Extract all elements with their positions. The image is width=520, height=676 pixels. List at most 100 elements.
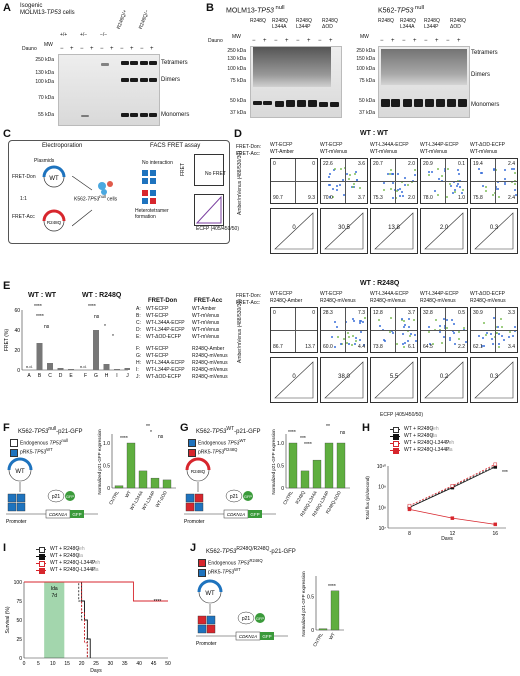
treat-sign: + <box>391 38 395 44</box>
facs-dot <box>495 326 497 328</box>
facs-dot <box>454 191 456 193</box>
facs-dot <box>415 340 417 342</box>
gate-line-h <box>371 181 417 182</box>
facs-dot <box>403 326 405 328</box>
significance-label: ns <box>44 324 50 330</box>
x-axis-label: Days <box>90 668 102 674</box>
genotype-label: +/− <box>80 32 87 38</box>
fret-percent: 38.0 <box>321 374 367 380</box>
bar <box>68 369 74 370</box>
panel-a-title: Isogenic MOLM13-TP53 cells <box>20 3 75 17</box>
fret-percent: 0.3 <box>471 374 517 380</box>
quadrant-value: 7.3 <box>358 310 365 316</box>
facs-dot <box>348 178 350 180</box>
legend-label: WT + R248Q-L344P <box>50 560 95 566</box>
western-blot-b-right <box>378 46 470 118</box>
genotype-label: +/+ <box>60 32 67 38</box>
x-tick-label: 40 <box>136 661 142 667</box>
facs-don-label: WT-ECFP <box>270 142 320 148</box>
facs-dot <box>352 335 354 337</box>
facs-dot <box>404 342 406 344</box>
bar <box>115 486 123 488</box>
bar <box>58 368 64 370</box>
significance-label: ns <box>158 434 164 440</box>
fret-bar-chart: 0204060FRET (%)A B C D E F G H I Jn.d. n.d.*******… <box>4 300 130 380</box>
panel-b-right-title: K562-TP53 null <box>378 4 424 15</box>
significance-label: * <box>150 430 152 436</box>
facs-scatter-plot: 22.6 3.6 70.0 3.7 <box>320 158 368 204</box>
legend-acc: WT-mVenus <box>192 327 219 333</box>
facs-dot <box>401 318 403 320</box>
ida-days: 7d <box>51 593 57 599</box>
legend-acc: R248Q-mVenus <box>192 353 228 359</box>
e-title-wt: WT : WT <box>28 292 56 300</box>
gate-line-h <box>271 181 317 182</box>
facs-scatter-plot: 30.9 3.3 62.1 3.4 <box>470 307 518 353</box>
fret-gate-triangle <box>325 362 363 398</box>
facs-dot <box>459 186 461 188</box>
facs-acc-label: WT-Amber <box>270 149 320 155</box>
x-tick-label: B <box>38 373 42 379</box>
facs-dot <box>391 173 393 175</box>
y-axis-label: Normalized p21-GFP expression <box>271 429 276 495</box>
no-fret-plot: No FRET <box>194 154 224 186</box>
arrows <box>72 176 132 236</box>
x-tick-label: 35 <box>122 661 128 667</box>
fret-don-label: FRET-Don <box>12 174 36 180</box>
legend-don: WT-L344P-ECFP <box>146 367 185 373</box>
fret-percent: 0 <box>271 225 317 231</box>
facs-dot <box>336 189 338 191</box>
x-tick-label: J <box>126 373 129 379</box>
legend-acc: WT-Amber <box>192 306 216 312</box>
legend-don: WT-ΔOD-ECFP <box>146 334 181 340</box>
facs-dot <box>352 186 354 188</box>
facs-dot <box>495 169 497 171</box>
facs-dot <box>491 338 493 340</box>
facs-dot <box>431 171 433 173</box>
legend-marker <box>39 547 45 553</box>
bar <box>104 364 110 370</box>
y-tick-label: 0.5 <box>277 464 284 470</box>
x-tick-label: 8 <box>408 531 411 537</box>
facs-dot <box>329 173 331 175</box>
facs-dot <box>514 326 516 328</box>
facs-dot <box>447 168 449 170</box>
treat-row-b-left: − + − + − + − + <box>250 38 340 45</box>
panel-label-c: C <box>3 128 11 140</box>
e-legend-don-header: FRET-Don <box>148 298 177 305</box>
panel-label-a: A <box>3 2 11 14</box>
facs-dot <box>332 188 334 190</box>
treat-row: − + − + − + − + − + <box>58 46 158 53</box>
fret-gate <box>421 358 467 402</box>
legend-key: J: <box>136 374 140 380</box>
western-blot-b-left <box>250 46 342 118</box>
x-tick-label: 0 <box>23 661 26 667</box>
legend-tag: Ida <box>430 433 437 439</box>
facs-dot <box>454 343 456 345</box>
facs-dot <box>486 332 488 334</box>
facs-dot <box>397 173 399 175</box>
panel-label-j: J <box>190 542 196 554</box>
facs-dot <box>354 173 356 175</box>
x-tick-label: 30 <box>108 661 114 667</box>
fret-gate <box>271 209 317 253</box>
quadrant-value: 70.0 <box>323 195 333 201</box>
bar <box>37 343 43 370</box>
facs-dot <box>439 331 441 333</box>
y-axis-label: FRET (%) <box>4 329 10 351</box>
facs-dot <box>504 183 506 185</box>
facs-dot <box>340 343 342 345</box>
facs-dot <box>457 183 459 185</box>
f-schematic: WTCDKN1A GFPPromoterp21 GFP <box>4 456 100 526</box>
treat-sign: − <box>402 38 406 44</box>
facs-dot <box>396 343 398 345</box>
panel-label-f: F <box>3 422 10 434</box>
facs-dot <box>498 346 500 348</box>
facs-dot <box>503 339 505 341</box>
electroporation-label: Electroporation <box>42 143 82 150</box>
facs-dot <box>403 320 405 322</box>
facs-dot <box>378 319 380 321</box>
treat-sign: − <box>252 38 256 44</box>
quadrant-value: 3.4 <box>508 344 515 350</box>
fret-percent: 30.5 <box>321 225 367 231</box>
